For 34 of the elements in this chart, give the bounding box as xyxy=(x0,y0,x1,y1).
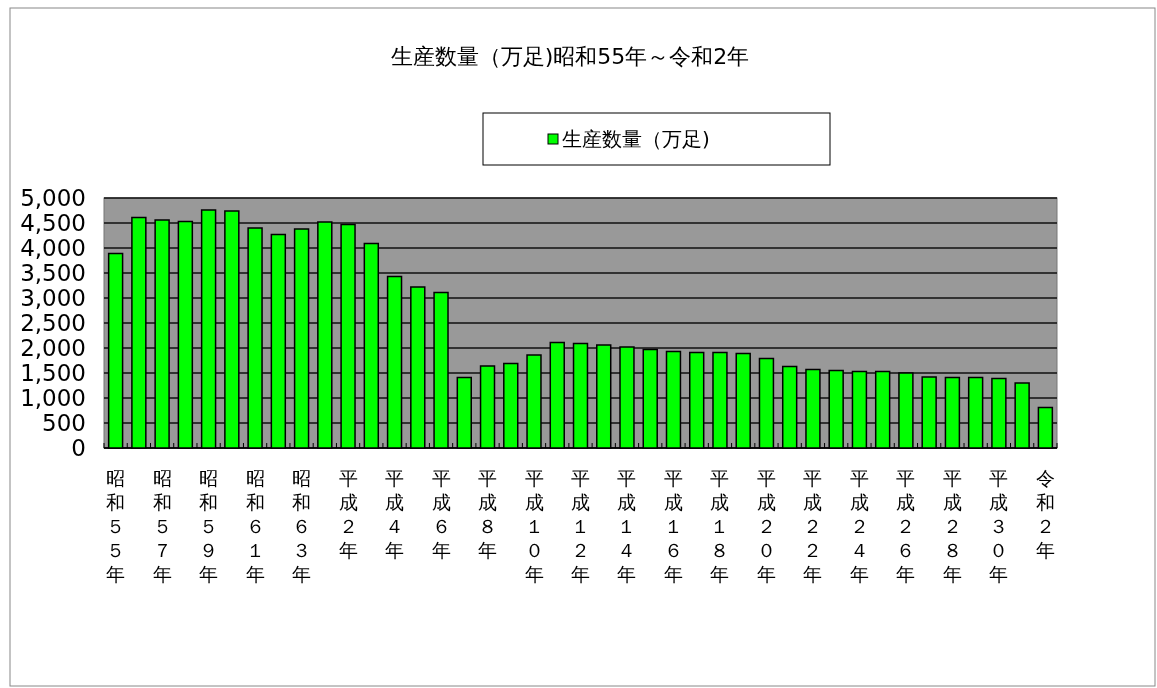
x-tick-label: 昭和６３年 xyxy=(292,467,312,585)
y-tick-label: 3,500 xyxy=(20,260,86,286)
x-tick-label: 平成１８年 xyxy=(710,467,730,585)
y-tick-label: 3,000 xyxy=(20,285,86,311)
x-tick-label: 平成１０年 xyxy=(524,467,544,585)
y-tick-label: 4,500 xyxy=(20,210,86,236)
x-tick-label: 昭和５７年 xyxy=(152,467,172,585)
x-tick-label: 平成２４年 xyxy=(849,467,869,585)
x-tick-label: 平成２０年 xyxy=(756,467,776,585)
x-tick-label: 平成４年 xyxy=(385,467,405,561)
x-tick-label: 平成３０年 xyxy=(989,467,1009,585)
x-tick-label: 平成８年 xyxy=(478,467,498,561)
x-tick-label: 平成６年 xyxy=(431,467,451,561)
x-tick-label: 令和２年 xyxy=(1035,467,1055,561)
x-tick-label: 平成１４年 xyxy=(617,467,637,585)
x-tick-label: 平成２８年 xyxy=(942,467,962,585)
chart-title: 生産数量（万足)昭和55年～令和2年 xyxy=(390,44,750,69)
y-tick-label: 5,000 xyxy=(20,185,86,211)
x-tick-label: 昭和５５年 xyxy=(106,467,126,585)
y-tick-label: 4,000 xyxy=(20,235,86,261)
x-tick-label: 平成１２年 xyxy=(571,467,590,585)
x-tick-label: 昭和６１年 xyxy=(245,467,265,585)
y-tick-label: 1,000 xyxy=(20,385,86,411)
y-tick-label: 2,000 xyxy=(20,335,86,361)
x-tick-label: 昭和５９年 xyxy=(199,467,219,585)
legend-label: 生産数量（万足) xyxy=(562,127,710,151)
y-tick-label: 1,500 xyxy=(20,360,86,386)
y-tick-label: 0 xyxy=(71,435,86,461)
x-tick-label: 平成２６年 xyxy=(896,467,916,585)
y-tick-label: 2,500 xyxy=(20,310,86,336)
y-tick-label: 500 xyxy=(42,410,86,436)
x-tick-label: 平成１６年 xyxy=(663,467,683,585)
x-tick-label: 平成２年 xyxy=(338,467,358,561)
x-tick-label: 平成２２年 xyxy=(803,467,823,585)
